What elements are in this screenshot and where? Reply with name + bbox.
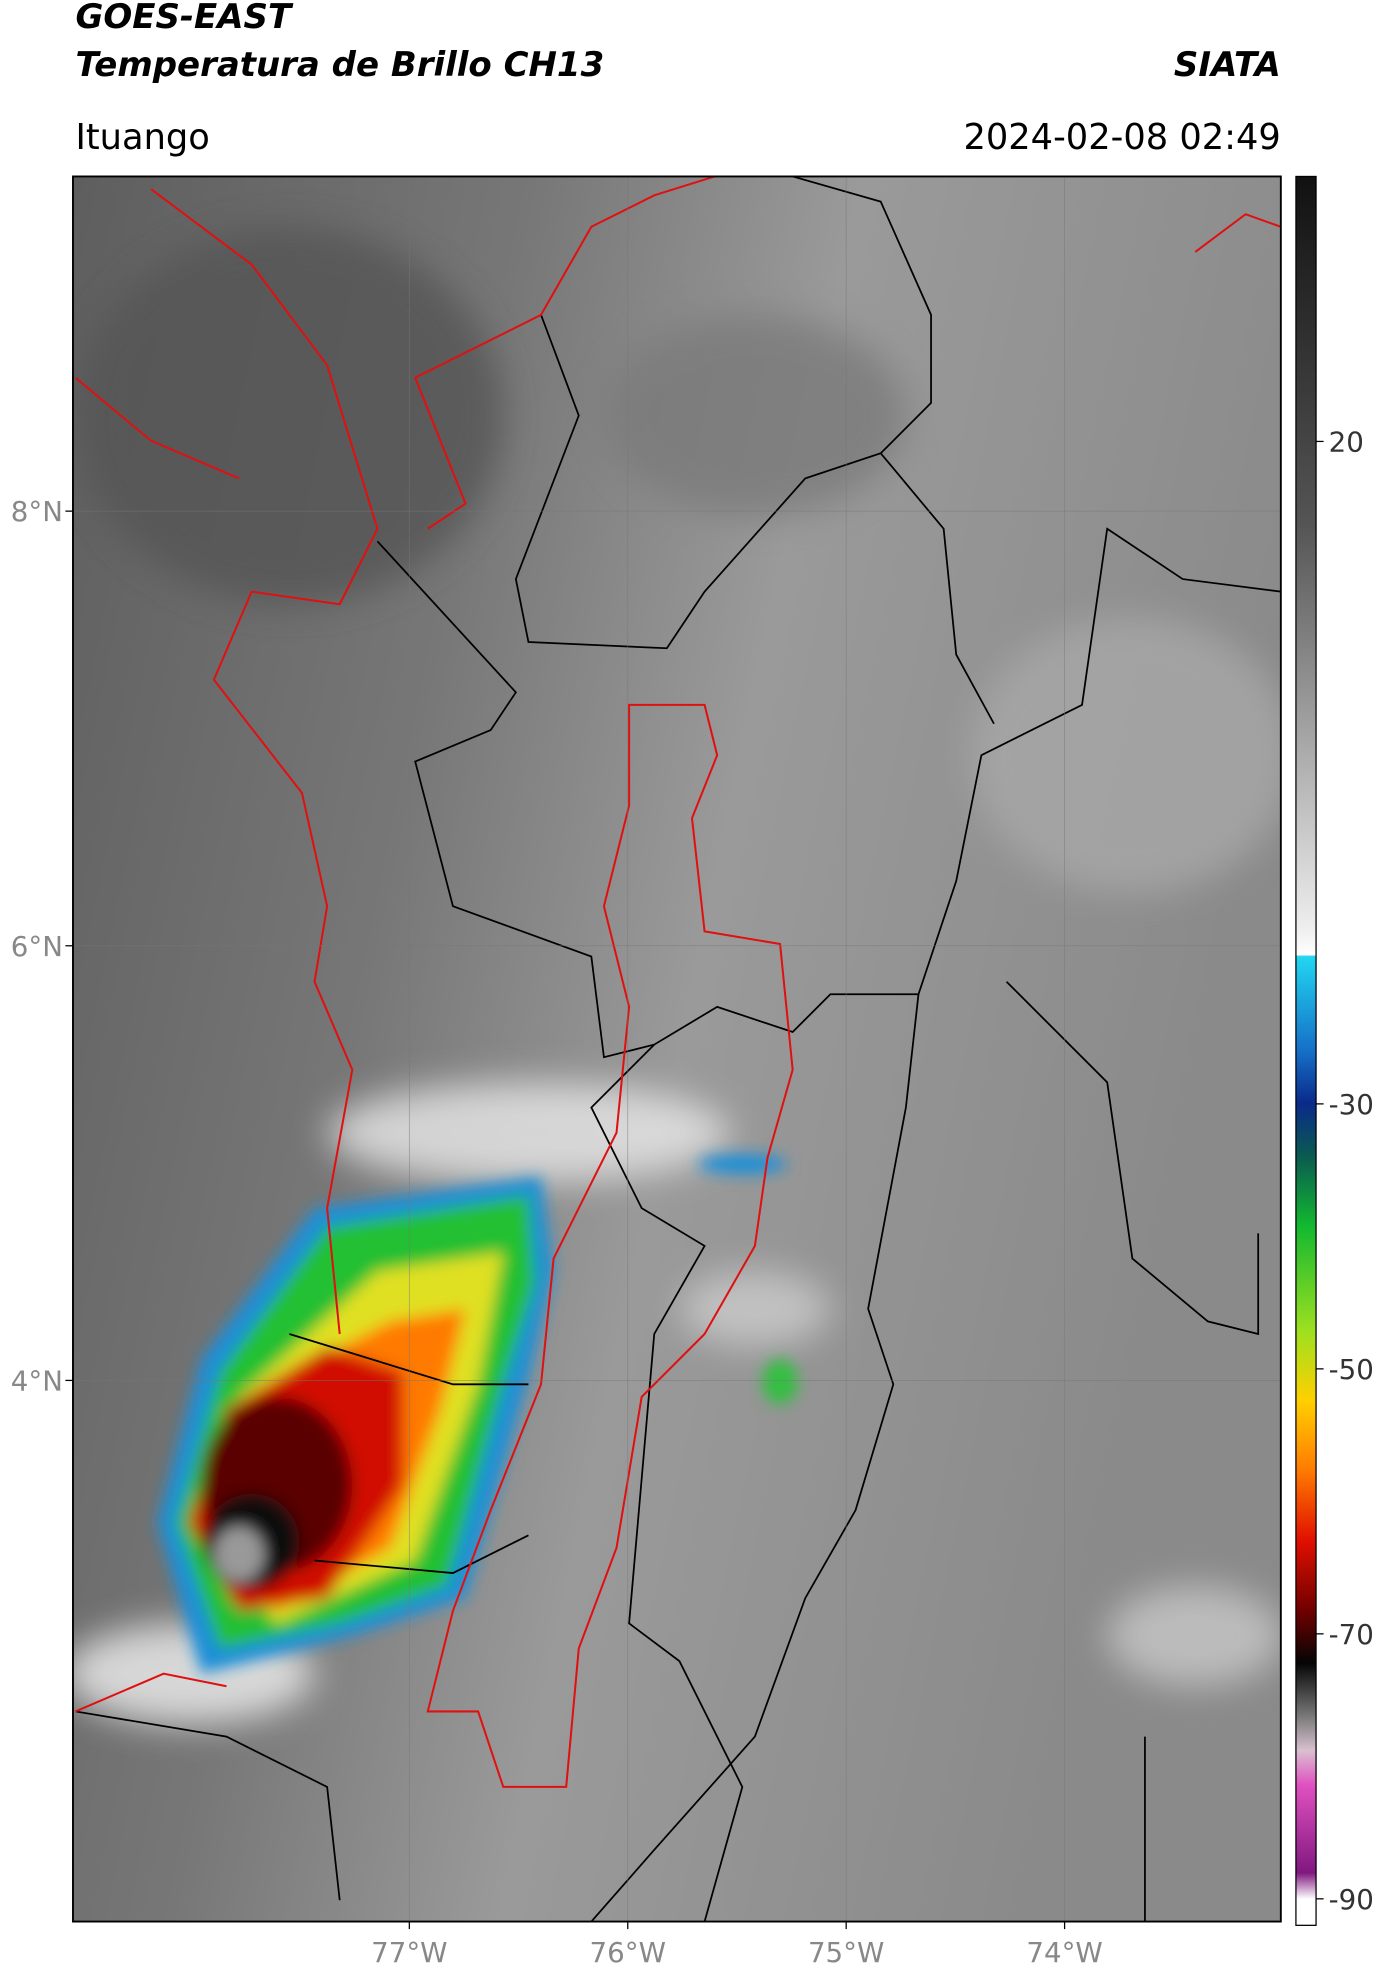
y-tick-label: 4°N — [11, 1364, 63, 1397]
region-borders — [74, 176, 1281, 1788]
colorbar-tick-label: -90 — [1329, 1883, 1374, 1916]
colorbar — [1295, 175, 1317, 1926]
location: Ituango — [75, 117, 209, 158]
x-tick-label: 74°W — [1026, 1936, 1102, 1969]
source: SIATA — [1174, 45, 1281, 85]
y-tick-label: 6°N — [11, 930, 63, 963]
colorbar-tick-label: 20 — [1329, 426, 1364, 459]
x-tick-label: 75°W — [808, 1936, 884, 1969]
admin-borders — [75, 176, 1281, 1922]
datetime: 2024-02-08 02:49 — [963, 117, 1280, 158]
colorbar-tick-label: -50 — [1329, 1353, 1374, 1386]
map-frame — [72, 175, 1282, 1923]
graticule — [72, 176, 1281, 1922]
title-line2: Temperatura de Brillo CH13 — [75, 45, 604, 85]
x-tick-label: 77°W — [371, 1936, 447, 1969]
satellite-image — [72, 176, 1281, 1922]
x-tick-label: 76°W — [590, 1936, 666, 1969]
colorbar-tick-label: -70 — [1329, 1618, 1374, 1651]
title-line1: GOES-EAST — [75, 0, 293, 37]
y-tick-label: 8°N — [11, 495, 63, 528]
colorbar-tick-label: -30 — [1329, 1088, 1374, 1121]
